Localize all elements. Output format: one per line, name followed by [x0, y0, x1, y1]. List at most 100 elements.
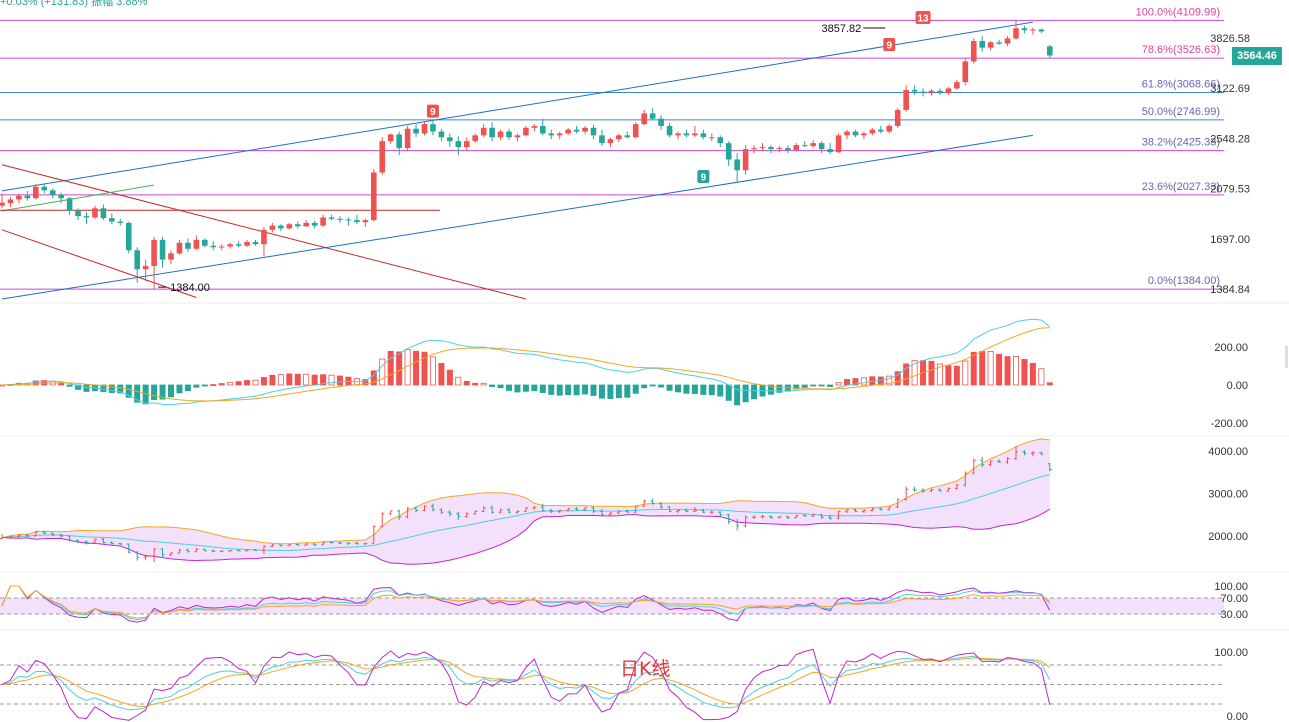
candle[interactable] — [455, 141, 462, 148]
candle[interactable] — [607, 139, 614, 144]
candle[interactable] — [472, 135, 478, 142]
candle[interactable] — [675, 133, 681, 136]
candle[interactable] — [294, 224, 301, 227]
candle[interactable] — [142, 266, 149, 270]
candle[interactable] — [590, 127, 597, 136]
candle[interactable] — [937, 90, 943, 94]
candle[interactable] — [210, 245, 217, 248]
candle[interactable] — [709, 137, 715, 139]
candle[interactable] — [489, 127, 495, 138]
candle[interactable] — [497, 131, 504, 138]
candle[interactable] — [24, 195, 31, 199]
candle[interactable] — [649, 113, 656, 119]
candle[interactable] — [979, 41, 985, 48]
bollinger-panel[interactable] — [0, 438, 1052, 565]
candle[interactable] — [421, 124, 428, 134]
candle[interactable] — [531, 125, 538, 128]
candle[interactable] — [185, 242, 191, 249]
candle[interactable] — [75, 210, 81, 217]
candle[interactable] — [463, 141, 470, 148]
candle[interactable] — [159, 239, 166, 260]
main-candle-panel[interactable]: 100.0%(4109.99) 78.6%(3526.63) 61.8%(3068.… — [0, 6, 1224, 300]
candle[interactable] — [1013, 28, 1019, 39]
candle[interactable] — [810, 143, 816, 147]
candle[interactable] — [683, 133, 690, 136]
candle[interactable] — [514, 135, 521, 138]
candle[interactable] — [776, 148, 783, 150]
candle[interactable] — [954, 82, 960, 89]
scrollbar-handle[interactable] — [1285, 346, 1288, 368]
candle[interactable] — [903, 90, 909, 110]
candle[interactable] — [970, 41, 977, 62]
candle[interactable] — [818, 143, 825, 150]
candle[interactable] — [565, 129, 571, 134]
candle[interactable] — [227, 244, 233, 247]
candle[interactable] — [734, 159, 740, 171]
candle[interactable] — [1030, 29, 1036, 31]
candle[interactable] — [928, 90, 935, 94]
candle[interactable] — [540, 125, 546, 134]
candle[interactable] — [996, 42, 1002, 44]
candle[interactable] — [911, 90, 918, 92]
candle[interactable] — [692, 133, 698, 136]
candle[interactable] — [286, 224, 293, 229]
candle[interactable] — [658, 118, 664, 126]
candle[interactable] — [125, 222, 132, 251]
candle[interactable] — [176, 242, 183, 254]
candle[interactable] — [58, 194, 64, 199]
candle[interactable] — [801, 145, 808, 147]
candle[interactable] — [852, 131, 859, 136]
candle[interactable] — [7, 199, 14, 204]
candle[interactable] — [252, 242, 259, 245]
candle[interactable] — [894, 109, 901, 126]
candle[interactable] — [33, 186, 39, 199]
candle[interactable] — [742, 149, 749, 171]
candle[interactable] — [41, 186, 48, 191]
candle[interactable] — [768, 147, 774, 150]
candle[interactable] — [641, 113, 647, 125]
candle[interactable] — [328, 217, 335, 219]
candle[interactable] — [320, 217, 326, 226]
candle[interactable] — [168, 253, 174, 260]
kdj-panel[interactable] — [0, 648, 1224, 721]
candle[interactable] — [83, 216, 90, 218]
candle[interactable] — [92, 208, 98, 218]
candle[interactable] — [49, 190, 56, 195]
candle[interactable] — [759, 147, 766, 149]
candle[interactable] — [235, 244, 242, 246]
candle[interactable] — [396, 134, 402, 149]
candle[interactable] — [599, 135, 605, 144]
candle[interactable] — [624, 135, 631, 138]
candle[interactable] — [404, 128, 411, 149]
candle[interactable] — [371, 172, 377, 221]
candle[interactable] — [269, 225, 276, 230]
candle[interactable] — [109, 218, 115, 222]
candle[interactable] — [1021, 28, 1028, 31]
candle[interactable] — [202, 239, 208, 246]
candle[interactable] — [379, 141, 386, 173]
candle[interactable] — [861, 133, 867, 136]
candle[interactable] — [66, 198, 73, 211]
candle[interactable] — [666, 125, 673, 136]
candle[interactable] — [438, 131, 445, 138]
candle[interactable] — [632, 124, 639, 138]
candle[interactable] — [886, 125, 893, 132]
candle[interactable] — [700, 133, 707, 138]
candle[interactable] — [548, 133, 555, 136]
candle[interactable] — [413, 128, 419, 134]
candle[interactable] — [1047, 46, 1053, 56]
candle[interactable] — [751, 148, 757, 150]
candle[interactable] — [869, 129, 876, 134]
candle[interactable] — [1004, 38, 1011, 44]
candle[interactable] — [218, 246, 225, 248]
candle[interactable] — [987, 42, 994, 48]
candle[interactable] — [244, 242, 250, 246]
candle[interactable] — [345, 219, 352, 221]
candle[interactable] — [725, 143, 732, 160]
candle[interactable] — [337, 218, 343, 220]
candle[interactable] — [447, 137, 453, 142]
candle[interactable] — [362, 220, 369, 223]
candle[interactable] — [151, 239, 157, 267]
candle[interactable] — [134, 250, 140, 270]
candle[interactable] — [616, 135, 622, 140]
